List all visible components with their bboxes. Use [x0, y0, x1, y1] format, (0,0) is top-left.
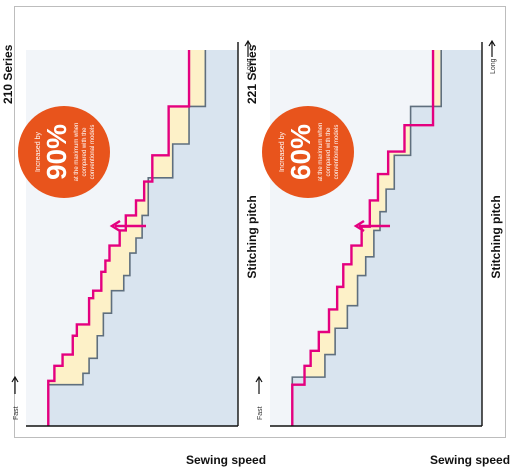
y-axis-label-rotated: Sewing speed [186, 453, 266, 467]
series-line-AMS210EN [47, 50, 191, 426]
fast-arrow-icon [255, 375, 263, 394]
increase-arrow-icon [353, 219, 390, 233]
series-line-AMS210E [47, 50, 207, 426]
badge-line-3: conventional models [90, 125, 96, 180]
speed-badge: Increased by 90% at the maximum when com… [18, 106, 110, 198]
baseline-area [292, 50, 482, 426]
baseline-area [48, 50, 238, 426]
badge-big: 60% [285, 124, 316, 180]
badge-circle [18, 106, 110, 198]
badge-line-3: conventional models [334, 125, 340, 180]
badge-top: Increased by [35, 131, 42, 172]
panel-221-series: Fast Stitching pitch Long Sewing speed I… [255, 39, 510, 467]
long-arrow-icon [488, 39, 496, 57]
x-long-label: Long [246, 58, 253, 74]
y-fast-label: Fast [257, 406, 264, 420]
badge-line-2: compared with the [326, 127, 332, 177]
badge-line-1: at the maximum when [74, 123, 80, 182]
header-block-0: 210 Series [1, 44, 15, 104]
x-axis-label: Stitching pitch [489, 195, 503, 278]
series-line-AMS221EN [291, 50, 435, 426]
series-name: 210 Series [1, 44, 15, 104]
series-line-AMS221E [291, 50, 442, 426]
series-name: 221 Series [245, 44, 259, 104]
badge-line-2: compared with the [82, 127, 88, 177]
y-fast-label: Fast [13, 406, 20, 420]
badge-big: 90% [41, 124, 72, 180]
increase-arrow-icon [109, 219, 146, 233]
badge-line-1: at the maximum when [318, 123, 324, 182]
long-arrow-icon [244, 39, 252, 57]
x-long-label: Long [490, 58, 497, 74]
badge-circle [262, 106, 354, 198]
speed-badge: Increased by 60% at the maximum when com… [262, 106, 354, 198]
header-block-1: 221 Series [245, 44, 259, 104]
x-axis-label: Stitching pitch [245, 195, 259, 278]
fast-arrow-icon [11, 375, 19, 394]
panel-210-series: Fast Stitching pitch Long Sewing speed I… [11, 39, 266, 467]
badge-top: Increased by [279, 131, 286, 172]
y-axis-label-rotated: Sewing speed [430, 453, 510, 467]
